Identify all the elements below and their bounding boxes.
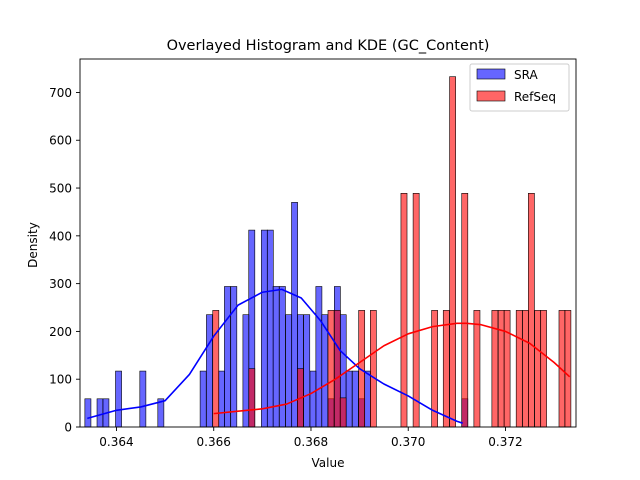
histogram-bar-refseq xyxy=(334,310,341,428)
axes: 0.364 0.366 0.368 0.370 0.372 0 100 200 300 400 50… xyxy=(49,58,577,449)
x-tick-label: 0.364 xyxy=(99,435,133,449)
x-tick-label: 0.368 xyxy=(294,435,328,449)
legend-label-sra: SRA xyxy=(514,68,538,82)
histogram-bar-sra xyxy=(115,370,122,428)
histogram-bar-sra xyxy=(291,202,298,428)
chart-title: Overlayed Histogram and KDE (GC_Content) xyxy=(167,38,490,54)
y-tick-label: 0 xyxy=(64,421,72,435)
kde-line-sra xyxy=(87,288,463,424)
histogram-bar-sra xyxy=(224,286,231,428)
histogram-bar-sra xyxy=(96,398,104,428)
histogram-bar-refseq xyxy=(412,193,420,428)
histogram-bar-refseq xyxy=(449,76,456,428)
histogram-bar-refseq xyxy=(327,310,335,428)
histogram-bar-refseq xyxy=(534,310,542,428)
y-tick-label: 200 xyxy=(49,325,72,339)
histogram-bar-refseq xyxy=(528,193,535,428)
histogram-bar-sra xyxy=(84,398,92,428)
histogram-bar-sra xyxy=(199,370,207,428)
histogram-bar-sra xyxy=(218,370,225,428)
kde-line-refseq xyxy=(213,322,571,415)
histogram-bar-sra xyxy=(266,229,274,428)
histogram-bar-refseq xyxy=(473,310,481,428)
histogram-bar-refseq xyxy=(248,368,256,428)
y-axis-label: Density xyxy=(26,222,40,268)
histogram-bar-sra xyxy=(206,314,213,428)
y-tick-label: 700 xyxy=(49,86,72,100)
x-tick-label: 0.366 xyxy=(197,435,231,449)
histogram-bar-sra xyxy=(364,370,371,428)
histogram-bar-refseq xyxy=(522,310,529,428)
histogram-bar-sra xyxy=(261,229,268,428)
histogram-bar-refseq xyxy=(461,193,469,428)
histogram-bar-sra xyxy=(352,370,359,428)
legend-swatch-refseq xyxy=(476,90,506,102)
histogram-bar-sra xyxy=(303,314,311,428)
axes-frame xyxy=(79,58,577,428)
histogram-bar-sra xyxy=(315,286,323,428)
y-tick-label: 600 xyxy=(49,134,72,148)
x-axis-label: Value xyxy=(312,456,345,470)
histogram-bar-refseq xyxy=(442,310,450,428)
histogram-bar-refseq xyxy=(497,310,505,428)
histogram-bar-refseq xyxy=(515,310,523,428)
y-tick-label: 400 xyxy=(49,229,72,243)
y-tick-label: 100 xyxy=(49,373,72,387)
histogram-bar-refseq xyxy=(503,310,511,428)
x-tick-label: 0.372 xyxy=(488,435,522,449)
histogram-bar-sra xyxy=(285,314,293,428)
y-tick-label: 300 xyxy=(49,277,72,291)
legend-swatch-sra xyxy=(476,68,506,80)
histogram-bar-refseq xyxy=(212,310,220,428)
x-tick-label: 0.370 xyxy=(391,435,425,449)
histogram-bar-refseq xyxy=(540,310,547,428)
y-tick-label: 500 xyxy=(49,182,72,196)
histogram-bar-sra xyxy=(139,370,147,428)
histogram-bar-refseq xyxy=(564,310,572,428)
legend: SRA RefSeq xyxy=(469,63,570,112)
histogram-bar-sra xyxy=(345,370,353,428)
legend-label-refseq: RefSeq xyxy=(514,90,556,104)
histogram-bar-refseq xyxy=(339,397,347,428)
histogram-bar-sra xyxy=(309,370,317,428)
histogram-bar-refseq xyxy=(370,310,377,428)
